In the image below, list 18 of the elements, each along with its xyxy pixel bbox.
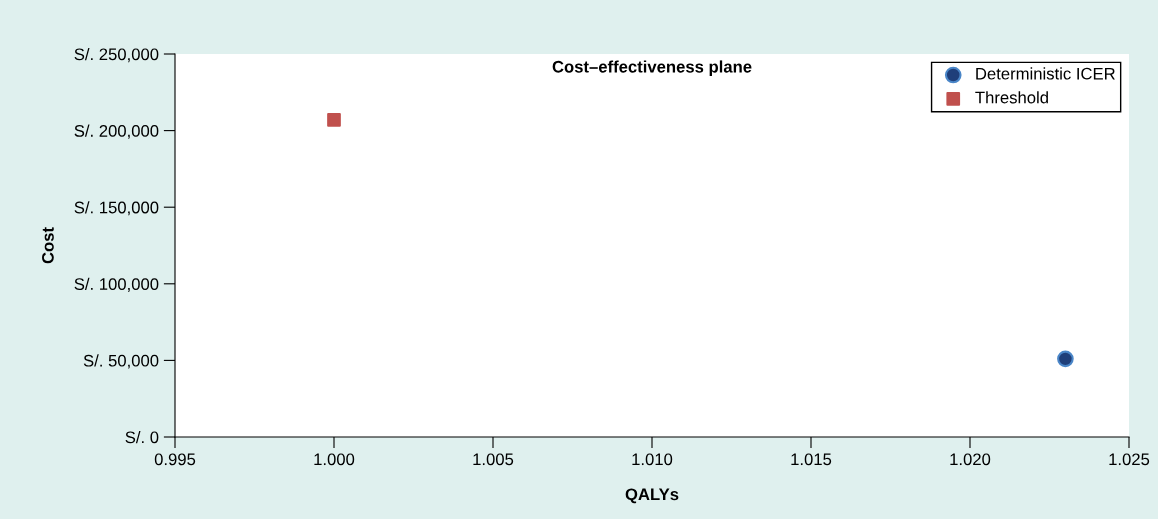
y-tick-label: S/. 100,000 xyxy=(74,277,159,292)
y-axis-title: Cost xyxy=(42,227,54,264)
x-tick-label: 1.025 xyxy=(1109,453,1150,466)
chart-title: Cost–effectiveness plane xyxy=(552,60,752,76)
y-tick-label: S/. 50,000 xyxy=(83,354,159,369)
x-tick-label: 0.995 xyxy=(154,453,196,466)
x-tick-label: 1.015 xyxy=(791,453,832,466)
x-tick-label: 1.005 xyxy=(473,453,514,466)
y-tick-label: S/. 150,000 xyxy=(74,201,159,216)
x-tick-label: 1.020 xyxy=(950,453,991,466)
x-tick-label: 1.010 xyxy=(632,453,673,466)
x-axis-title: QALYs xyxy=(625,488,679,504)
legend-label: Deterministic ICER xyxy=(976,67,1115,80)
x-tick-label: 1.000 xyxy=(314,453,355,466)
legend-label: Threshold xyxy=(975,91,1048,104)
y-tick-label: S/. 0 xyxy=(125,430,159,444)
y-tick-label: S/. 250,000 xyxy=(74,47,159,63)
y-tick-label: S/. 200,000 xyxy=(74,124,159,139)
